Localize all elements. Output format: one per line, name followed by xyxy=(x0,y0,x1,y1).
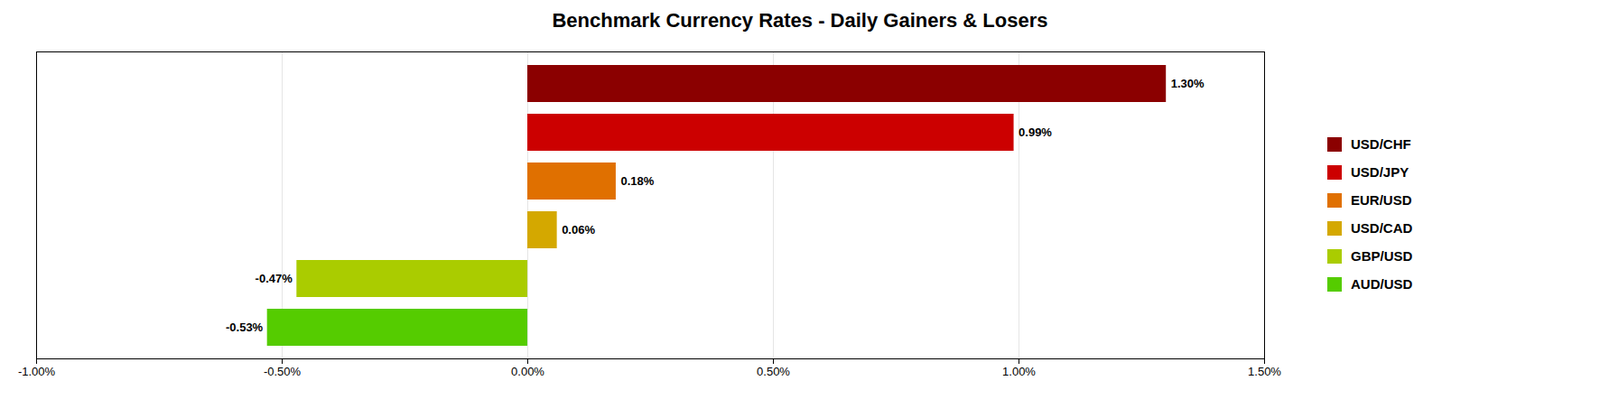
html-text:GBP/USD: GBP/USD xyxy=(1350,248,1413,264)
svg-text:1.30%: 1.30% xyxy=(1171,76,1205,91)
svg-text:0.18%: 0.18% xyxy=(620,174,654,188)
svg-text:-0.47%: -0.47% xyxy=(255,271,294,286)
svg-text:0.99%: 0.99% xyxy=(1018,125,1052,140)
svg-text:-1.00%: -1.00% xyxy=(18,364,56,379)
svg-text:0.06%: 0.06% xyxy=(561,223,596,237)
svg-text:0.50%: 0.50% xyxy=(756,364,791,379)
svg-text:-0.53%: -0.53% xyxy=(225,320,264,335)
html-text:Benchmark Currency Rates - Dai: Benchmark Currency Rates - Daily Gainers… xyxy=(552,9,1048,32)
html-text:USD/JPY: USD/JPY xyxy=(1350,164,1409,180)
svg-text:0.00%: 0.00% xyxy=(511,364,545,379)
html-text:USD/CHF: USD/CHF xyxy=(1350,136,1412,152)
svg-text:1.00%: 1.00% xyxy=(1002,364,1036,379)
svg-text:-0.50%: -0.50% xyxy=(263,364,302,379)
html-text:AUD/USD: AUD/USD xyxy=(1350,276,1413,292)
html-text:EUR/USD: EUR/USD xyxy=(1350,192,1412,208)
svg-text:1.50%: 1.50% xyxy=(1247,364,1282,379)
html-text:USD/CAD: USD/CAD xyxy=(1350,220,1413,236)
